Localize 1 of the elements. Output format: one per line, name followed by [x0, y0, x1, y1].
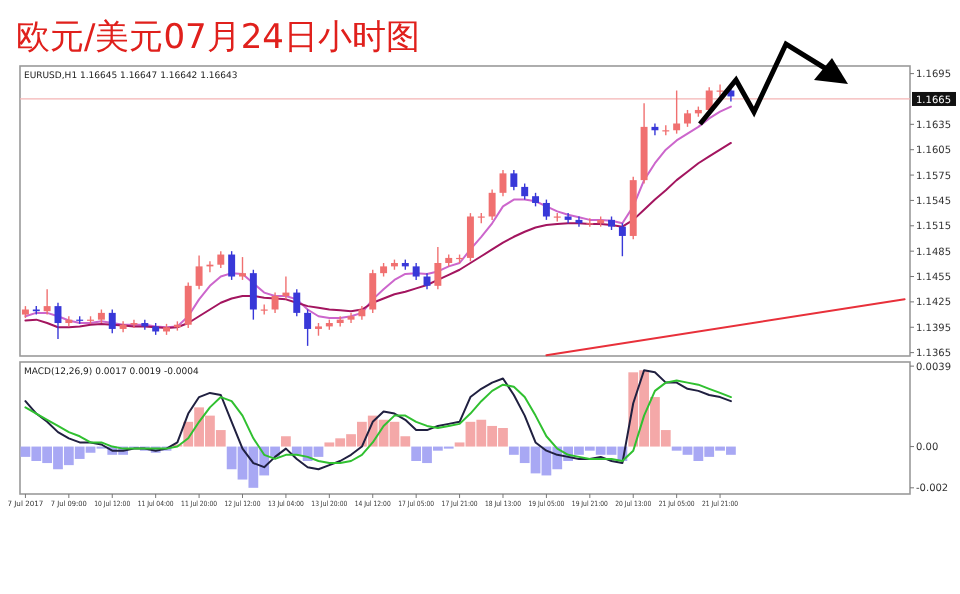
chart-title: 欧元/美元07月24日小时图 [16, 18, 420, 58]
